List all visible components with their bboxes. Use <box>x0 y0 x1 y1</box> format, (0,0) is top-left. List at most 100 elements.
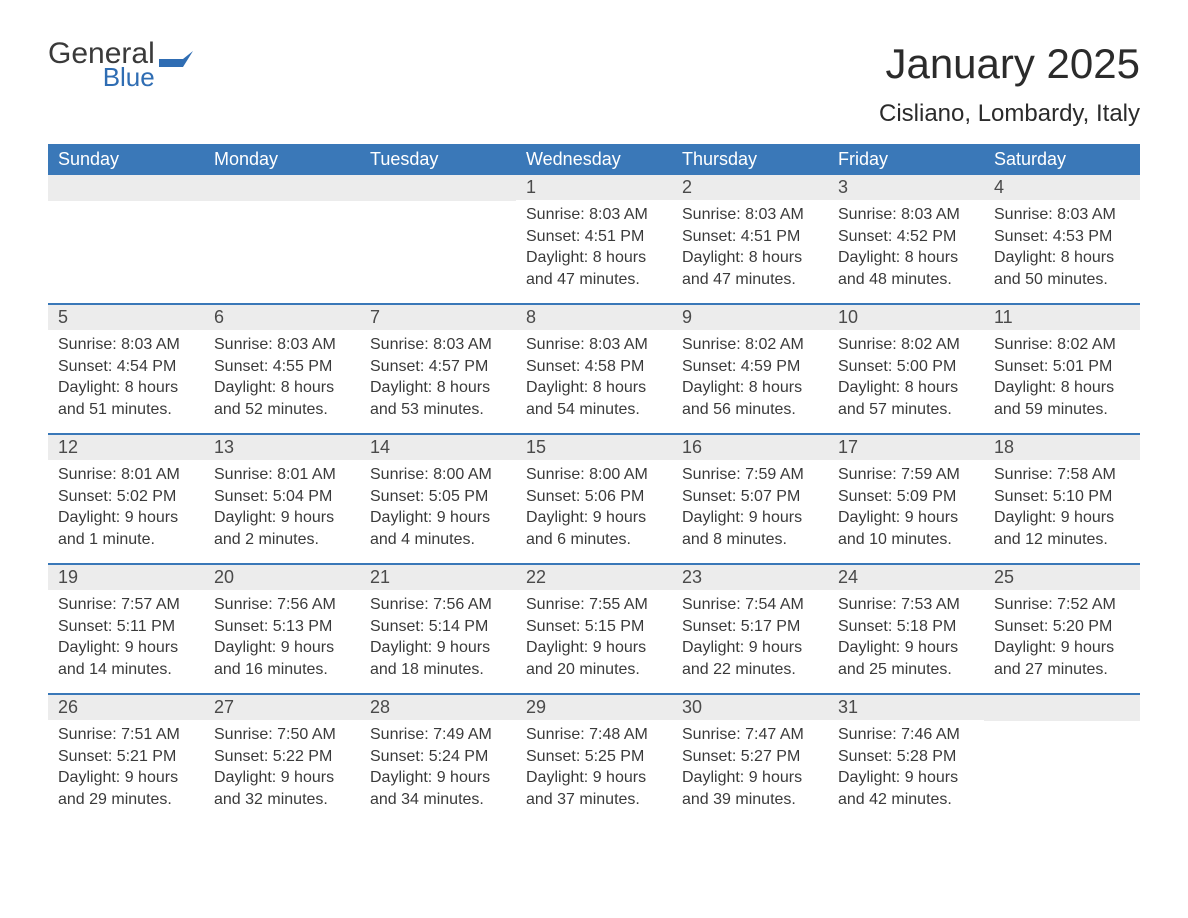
day-d2: and 52 minutes. <box>214 399 350 421</box>
calendar-day-cell: 26Sunrise: 7:51 AMSunset: 5:21 PMDayligh… <box>48 695 204 823</box>
day-details: Sunrise: 7:52 AMSunset: 5:20 PMDaylight:… <box>984 590 1140 690</box>
day-number: 15 <box>516 435 672 460</box>
calendar-day-cell: 18Sunrise: 7:58 AMSunset: 5:10 PMDayligh… <box>984 435 1140 563</box>
weekday-header-cell: Monday <box>204 144 360 175</box>
day-details: Sunrise: 8:01 AMSunset: 5:02 PMDaylight:… <box>48 460 204 560</box>
day-sunrise: Sunrise: 7:50 AM <box>214 724 350 746</box>
day-details: Sunrise: 8:03 AMSunset: 4:53 PMDaylight:… <box>984 200 1140 300</box>
day-sunset: Sunset: 4:55 PM <box>214 356 350 378</box>
calendar-day-cell: 12Sunrise: 8:01 AMSunset: 5:02 PMDayligh… <box>48 435 204 563</box>
day-number: 30 <box>672 695 828 720</box>
calendar-day-cell: 17Sunrise: 7:59 AMSunset: 5:09 PMDayligh… <box>828 435 984 563</box>
day-sunrise: Sunrise: 7:55 AM <box>526 594 662 616</box>
day-number: 29 <box>516 695 672 720</box>
day-number: 6 <box>204 305 360 330</box>
day-d2: and 25 minutes. <box>838 659 974 681</box>
day-details: Sunrise: 8:03 AMSunset: 4:52 PMDaylight:… <box>828 200 984 300</box>
day-d1: Daylight: 8 hours <box>838 247 974 269</box>
day-sunrise: Sunrise: 8:02 AM <box>838 334 974 356</box>
day-sunrise: Sunrise: 7:52 AM <box>994 594 1130 616</box>
calendar-day-cell: 29Sunrise: 7:48 AMSunset: 5:25 PMDayligh… <box>516 695 672 823</box>
day-d2: and 12 minutes. <box>994 529 1130 551</box>
day-d1: Daylight: 9 hours <box>994 637 1130 659</box>
day-sunrise: Sunrise: 7:47 AM <box>682 724 818 746</box>
calendar-day-cell <box>360 175 516 303</box>
day-number: 1 <box>516 175 672 200</box>
day-number: 2 <box>672 175 828 200</box>
day-sunrise: Sunrise: 8:02 AM <box>994 334 1130 356</box>
calendar-day-cell: 24Sunrise: 7:53 AMSunset: 5:18 PMDayligh… <box>828 565 984 693</box>
day-d1: Daylight: 9 hours <box>838 767 974 789</box>
calendar-day-cell <box>984 695 1140 823</box>
day-number: 11 <box>984 305 1140 330</box>
day-details: Sunrise: 7:51 AMSunset: 5:21 PMDaylight:… <box>48 720 204 820</box>
calendar-week-row: 26Sunrise: 7:51 AMSunset: 5:21 PMDayligh… <box>48 693 1140 823</box>
day-d2: and 56 minutes. <box>682 399 818 421</box>
calendar-day-cell: 3Sunrise: 8:03 AMSunset: 4:52 PMDaylight… <box>828 175 984 303</box>
day-d1: Daylight: 9 hours <box>838 637 974 659</box>
day-details: Sunrise: 8:03 AMSunset: 4:51 PMDaylight:… <box>516 200 672 300</box>
day-sunset: Sunset: 5:10 PM <box>994 486 1130 508</box>
day-sunset: Sunset: 5:28 PM <box>838 746 974 768</box>
day-number <box>48 175 204 201</box>
calendar-day-cell: 25Sunrise: 7:52 AMSunset: 5:20 PMDayligh… <box>984 565 1140 693</box>
calendar-day-cell: 8Sunrise: 8:03 AMSunset: 4:58 PMDaylight… <box>516 305 672 433</box>
day-details: Sunrise: 7:53 AMSunset: 5:18 PMDaylight:… <box>828 590 984 690</box>
day-number: 5 <box>48 305 204 330</box>
day-sunset: Sunset: 4:58 PM <box>526 356 662 378</box>
day-d2: and 14 minutes. <box>58 659 194 681</box>
day-number: 31 <box>828 695 984 720</box>
day-d1: Daylight: 9 hours <box>994 507 1130 529</box>
calendar-day-cell <box>48 175 204 303</box>
calendar-day-cell: 1Sunrise: 8:03 AMSunset: 4:51 PMDaylight… <box>516 175 672 303</box>
day-number: 13 <box>204 435 360 460</box>
day-number: 24 <box>828 565 984 590</box>
weekday-header-cell: Friday <box>828 144 984 175</box>
day-sunset: Sunset: 4:54 PM <box>58 356 194 378</box>
day-d1: Daylight: 9 hours <box>58 637 194 659</box>
day-details: Sunrise: 7:49 AMSunset: 5:24 PMDaylight:… <box>360 720 516 820</box>
day-details: Sunrise: 8:00 AMSunset: 5:05 PMDaylight:… <box>360 460 516 560</box>
day-d2: and 20 minutes. <box>526 659 662 681</box>
day-d1: Daylight: 9 hours <box>838 507 974 529</box>
day-sunset: Sunset: 5:05 PM <box>370 486 506 508</box>
day-sunrise: Sunrise: 7:56 AM <box>370 594 506 616</box>
calendar-day-cell: 23Sunrise: 7:54 AMSunset: 5:17 PMDayligh… <box>672 565 828 693</box>
calendar-day-cell: 11 Sunrise: 8:02 AMSunset: 5:01 PMDayligh… <box>984 305 1140 433</box>
day-sunrise: Sunrise: 7:46 AM <box>838 724 974 746</box>
day-number: 7 <box>360 305 516 330</box>
day-sunrise: Sunrise: 8:01 AM <box>214 464 350 486</box>
day-sunrise: Sunrise: 8:03 AM <box>526 334 662 356</box>
day-sunset: Sunset: 5:24 PM <box>370 746 506 768</box>
day-d1: Daylight: 9 hours <box>682 637 818 659</box>
day-d1: Daylight: 9 hours <box>526 637 662 659</box>
day-sunrise: Sunrise: 7:56 AM <box>214 594 350 616</box>
day-number: 10 <box>828 305 984 330</box>
weekday-header-row: SundayMondayTuesdayWednesdayThursdayFrid… <box>48 144 1140 175</box>
day-details: Sunrise: 7:56 AMSunset: 5:14 PMDaylight:… <box>360 590 516 690</box>
day-sunrise: Sunrise: 8:03 AM <box>214 334 350 356</box>
day-details: Sunrise: 7:47 AMSunset: 5:27 PMDaylight:… <box>672 720 828 820</box>
day-sunset: Sunset: 5:22 PM <box>214 746 350 768</box>
day-sunset: Sunset: 5:02 PM <box>58 486 194 508</box>
day-number: 3 <box>828 175 984 200</box>
calendar-day-cell: 14Sunrise: 8:00 AMSunset: 5:05 PMDayligh… <box>360 435 516 563</box>
calendar-day-cell: 6Sunrise: 8:03 AMSunset: 4:55 PMDaylight… <box>204 305 360 433</box>
day-sunrise: Sunrise: 7:53 AM <box>838 594 974 616</box>
day-d2: and 42 minutes. <box>838 789 974 811</box>
day-d1: Daylight: 9 hours <box>370 507 506 529</box>
day-d2: and 57 minutes. <box>838 399 974 421</box>
day-sunset: Sunset: 5:04 PM <box>214 486 350 508</box>
day-sunset: Sunset: 4:57 PM <box>370 356 506 378</box>
day-sunset: Sunset: 5:14 PM <box>370 616 506 638</box>
day-d1: Daylight: 9 hours <box>214 767 350 789</box>
day-d1: Daylight: 8 hours <box>994 377 1130 399</box>
day-d1: Daylight: 8 hours <box>58 377 194 399</box>
calendar-day-cell: 22Sunrise: 7:55 AMSunset: 5:15 PMDayligh… <box>516 565 672 693</box>
day-sunset: Sunset: 5:01 PM <box>994 356 1130 378</box>
day-d2: and 54 minutes. <box>526 399 662 421</box>
calendar-week-row: 1Sunrise: 8:03 AMSunset: 4:51 PMDaylight… <box>48 175 1140 303</box>
day-sunrise: Sunrise: 8:03 AM <box>58 334 194 356</box>
day-d2: and 47 minutes. <box>526 269 662 291</box>
day-sunset: Sunset: 4:59 PM <box>682 356 818 378</box>
